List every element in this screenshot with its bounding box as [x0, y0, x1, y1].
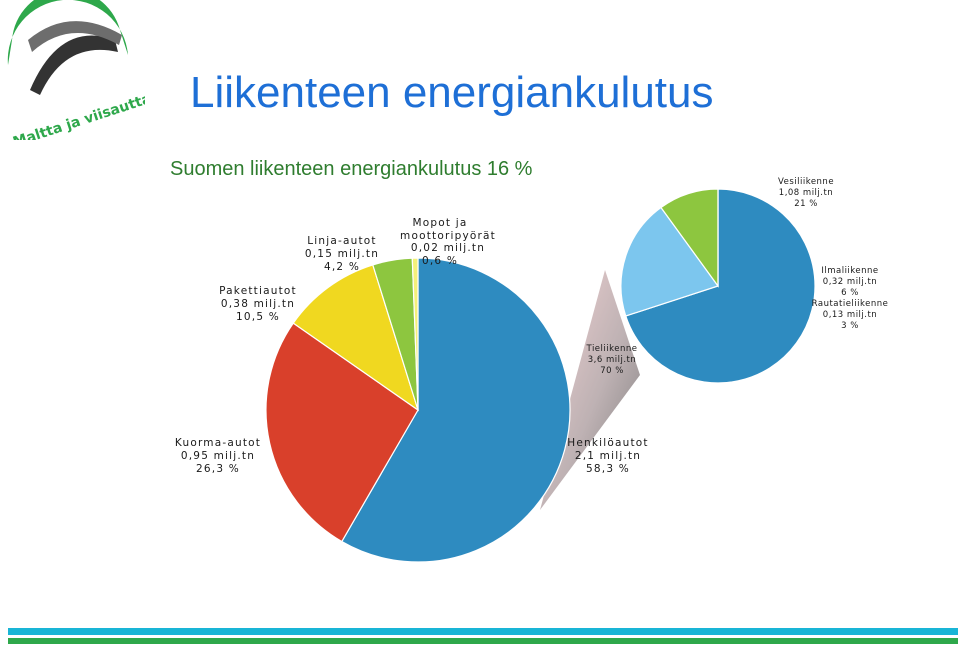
svg-text:0,38 milj.tn: 0,38 milj.tn [221, 298, 295, 310]
svg-text:4,2 %: 4,2 % [324, 261, 360, 273]
label-henkiloautot: Henkilöautot 2,1 milj.tn 58,3 % [567, 437, 649, 475]
pie-slice-pakettiautot [292, 264, 420, 412]
svg-text:0,15 milj.tn: 0,15 milj.tn [305, 248, 379, 260]
svg-text:Vesiliikenne: Vesiliikenne [778, 177, 834, 187]
svg-text:3 %: 3 % [841, 321, 859, 331]
svg-text:10,5 %: 10,5 % [236, 311, 280, 323]
svg-text:0,02 milj.tn: 0,02 milj.tn [411, 242, 485, 254]
label-tieliikenne: Tieliikenne 3,6 milj.tn 70 % [586, 344, 638, 376]
svg-text:0,6 %: 0,6 % [422, 255, 458, 267]
pie-slice-kuorma-autot [265, 322, 419, 543]
footer-stripe-green [8, 638, 958, 644]
pie-slice-vesiliikenne [624, 188, 816, 384]
svg-text:Henkilöautot: Henkilöautot [567, 437, 649, 449]
svg-text:58,3 %: 58,3 % [586, 463, 630, 475]
svg-text:6 %: 6 % [841, 288, 859, 298]
pie-slice-mopot-ja-moottoripyörät [411, 257, 419, 411]
logo: Maltta ja viisautta teille [7, 0, 145, 140]
svg-text:3,6 milj.tn: 3,6 milj.tn [588, 355, 637, 365]
svg-text:Ilmaliikenne: Ilmaliikenne [821, 266, 878, 276]
label-pakettiautot: Pakettiautot 0,38 milj.tn 10,5 % [219, 285, 297, 323]
pie-transport-modes [620, 188, 816, 384]
svg-text:moottoripyörät: moottoripyörät [400, 230, 496, 242]
svg-text:2,1 milj.tn: 2,1 milj.tn [575, 450, 641, 462]
pie-slice-ilmaliikenne [620, 206, 719, 317]
svg-text:21 %: 21 % [794, 199, 818, 209]
svg-text:70 %: 70 % [600, 366, 624, 376]
page-title: Liikenteen energiankulutus [190, 68, 714, 117]
pie-slice-henkilöautot [340, 257, 571, 563]
svg-text:0,95 milj.tn: 0,95 milj.tn [181, 450, 255, 462]
pie-road-traffic [265, 257, 571, 563]
svg-text:0,13 milj.tn: 0,13 milj.tn [823, 310, 877, 320]
svg-text:Kuorma-autot: Kuorma-autot [175, 437, 261, 449]
svg-text:Rautatieliikenne: Rautatieliikenne [812, 299, 889, 309]
label-kuorma-autot: Kuorma-autot 0,95 milj.tn 26,3 % [175, 437, 261, 475]
svg-text:1,08 milj.tn: 1,08 milj.tn [779, 188, 833, 198]
svg-text:Pakettiautot: Pakettiautot [219, 285, 297, 297]
svg-text:26,3 %: 26,3 % [196, 463, 240, 475]
label-ilmaliikenne: Ilmaliikenne 0,32 milj.tn 6 % [821, 266, 878, 298]
label-vesiliikenne: Vesiliikenne 1,08 milj.tn 21 % [778, 177, 834, 209]
label-linja-autot: Linja-autot 0,15 milj.tn 4,2 % [305, 235, 379, 273]
label-rautatieliikenne: Rautatieliikenne 0,13 milj.tn 3 % [812, 299, 889, 331]
svg-text:Linja-autot: Linja-autot [307, 235, 377, 247]
footer-stripe-cyan [8, 628, 958, 635]
svg-text:Tieliikenne: Tieliikenne [586, 344, 638, 354]
svg-text:0,32 milj.tn: 0,32 milj.tn [823, 277, 877, 287]
chart-subtitle: Suomen liikenteen energiankulutus 16 % [170, 158, 533, 180]
label-mopot: Mopot ja moottoripyörät 0,02 milj.tn 0,6… [400, 217, 496, 267]
svg-text:Mopot ja: Mopot ja [413, 217, 468, 229]
footer-stripe-white [8, 635, 958, 638]
